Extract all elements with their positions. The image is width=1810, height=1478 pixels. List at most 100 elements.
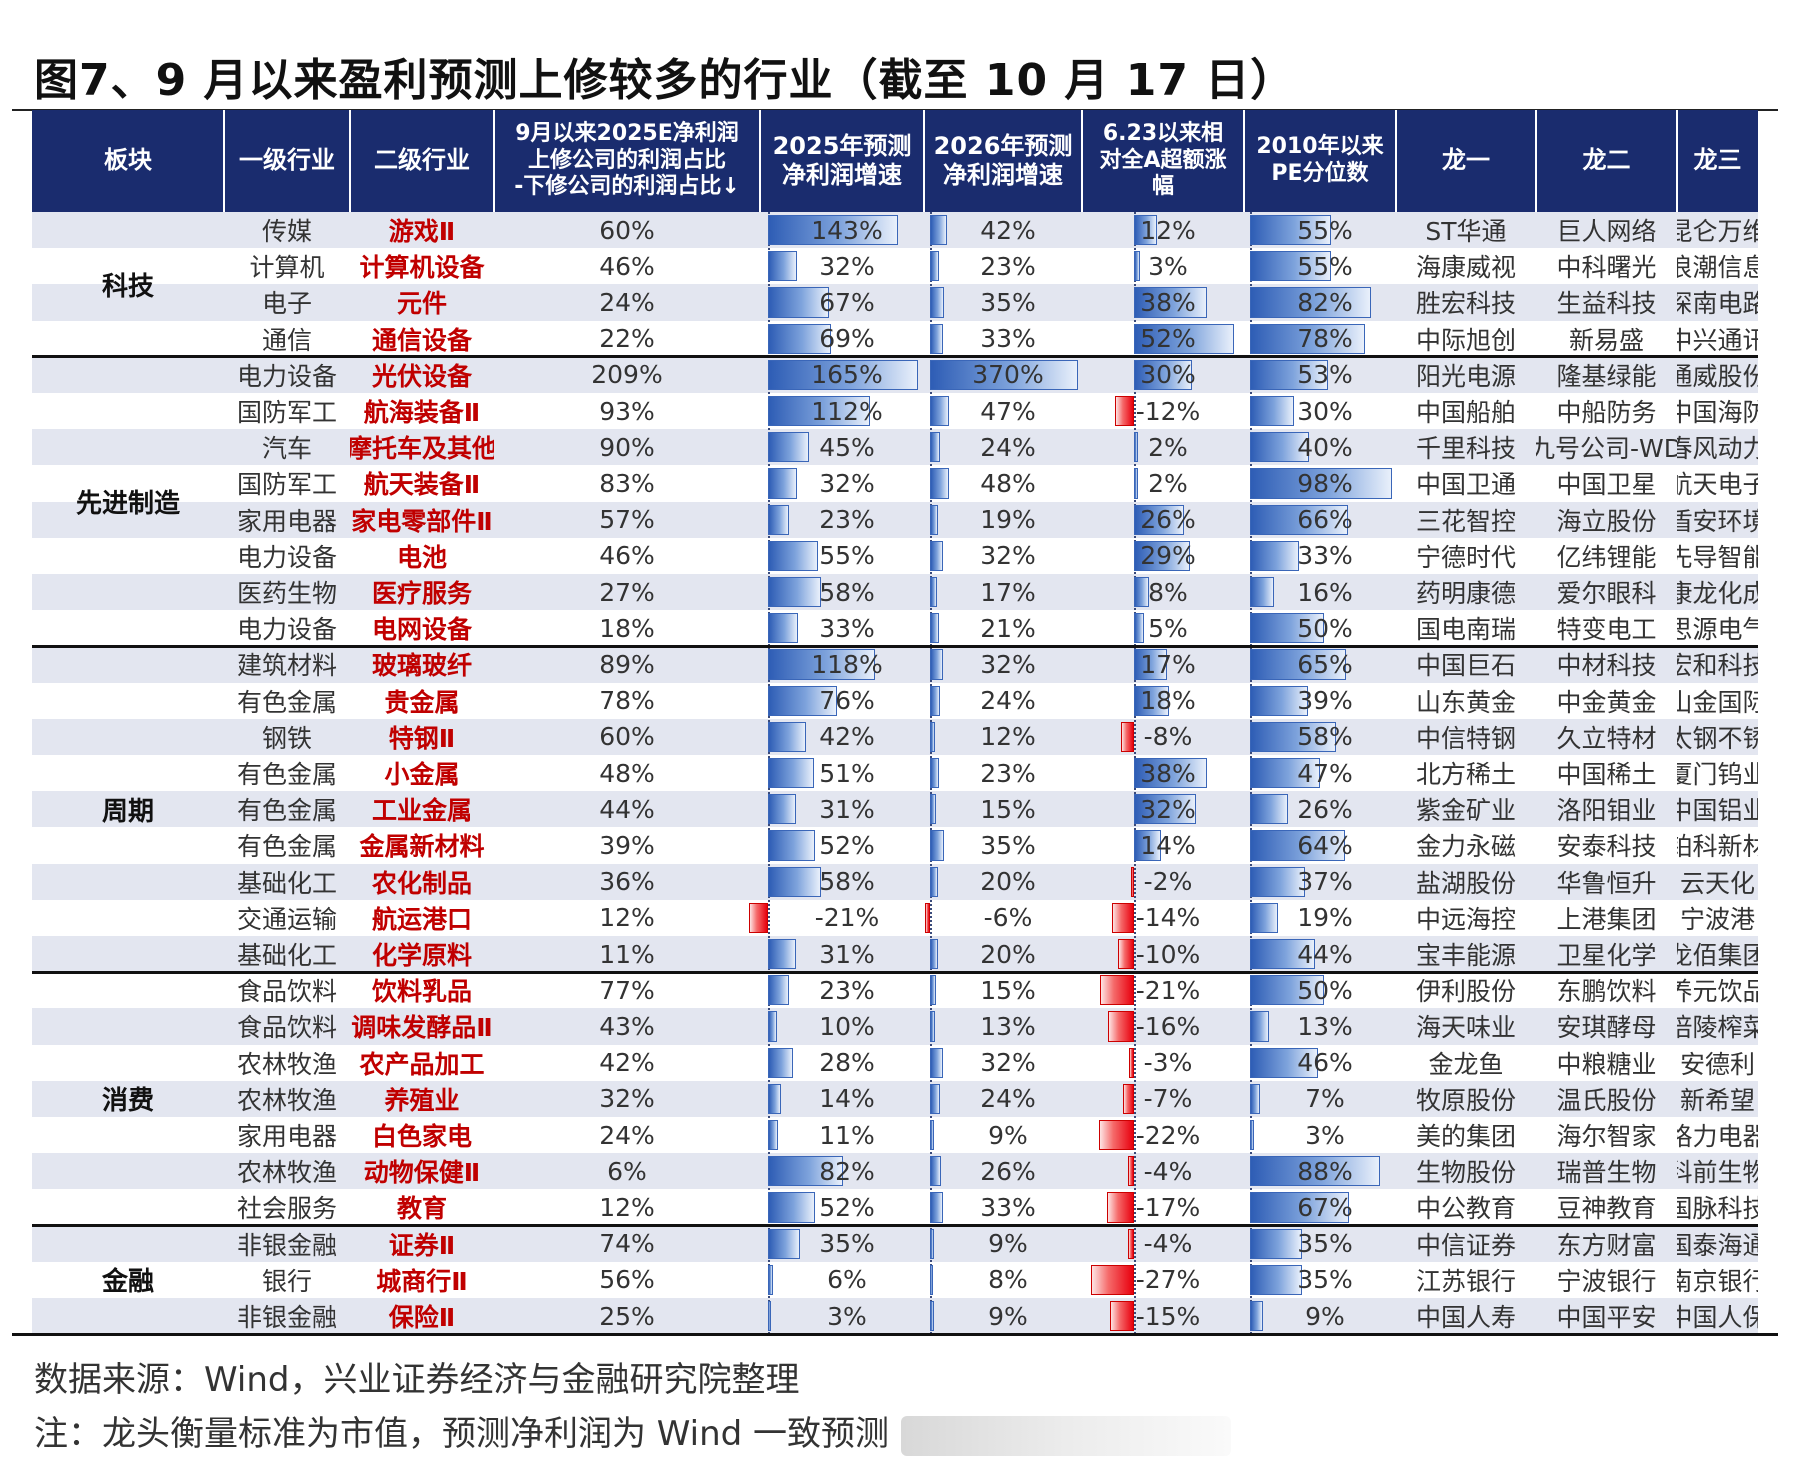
row-band (32, 1298, 1758, 1335)
bar-g2026 (930, 1083, 940, 1114)
leader-3: 宁波港 (1679, 904, 1755, 934)
leader-3: 国泰海通 (1677, 1230, 1758, 1260)
industry-level2: 动物保健Ⅱ (363, 1158, 481, 1188)
header-separator (223, 110, 225, 212)
value-label-g2026: 8% (988, 1265, 1028, 1295)
industry-level1: 电力设备 (236, 542, 337, 572)
bar-excess (1134, 577, 1150, 608)
sector-label: 周期 (101, 796, 154, 827)
bar-g2025 (768, 540, 818, 571)
revision-ratio: 12% (599, 1192, 655, 1222)
bar-pe (1250, 975, 1324, 1006)
footnote-text: 注：龙头衡量标准为市值，预测净利润为 Wind 一致预测 (34, 1414, 890, 1454)
leader-1: 宁德时代 (1415, 542, 1516, 572)
header-col-2: 二级行业 (350, 110, 494, 212)
leader-1: 中信证券 (1415, 1230, 1516, 1260)
value-label-g2025: 33% (819, 613, 875, 643)
header-col-10: 龙三 (1677, 110, 1758, 212)
bar-g2026 (924, 902, 930, 933)
bar-excess (1118, 939, 1134, 970)
industry-level1: 食品饮料 (236, 1013, 337, 1043)
leader-3: 浪潮信息 (1677, 253, 1758, 283)
value-label-g2025: 11% (819, 1120, 875, 1150)
header-col-8: 龙一 (1396, 110, 1536, 212)
value-label-g2025: 165% (811, 360, 883, 390)
header-separator (1243, 110, 1245, 212)
value-label-g2025: 82% (819, 1156, 875, 1186)
industry-level2: 教育 (396, 1194, 447, 1224)
leader-2: 生益科技 (1556, 289, 1657, 319)
leader-1: 中远海控 (1415, 904, 1516, 934)
value-label-g2025: 51% (819, 758, 875, 788)
bar-g2025 (768, 685, 838, 716)
industry-level2: 城商行Ⅱ (376, 1266, 468, 1296)
industry-level1: 食品饮料 (236, 977, 337, 1007)
value-label-excess: -4% (1143, 1156, 1193, 1186)
bar-excess (1114, 396, 1134, 427)
bar-pe (1250, 1264, 1302, 1295)
value-label-excess: -2% (1143, 867, 1193, 897)
bar-excess (1134, 613, 1144, 644)
value-label-pe: 7% (1305, 1084, 1345, 1114)
value-label-g2025: 52% (819, 830, 875, 860)
bar-g2026 (930, 830, 945, 861)
bar-excess (1134, 215, 1158, 246)
value-label-pe: 64% (1297, 830, 1353, 860)
bar-pe (1250, 1011, 1270, 1042)
value-label-excess: 38% (1140, 287, 1196, 317)
bar-g2025 (768, 1301, 771, 1332)
value-label-excess: -27% (1135, 1265, 1201, 1295)
value-label-g2026: 47% (980, 396, 1036, 426)
leader-1: 宝丰能源 (1415, 941, 1516, 971)
industry-level2: 金属新材料 (359, 832, 485, 862)
leader-1: 中国船舶 (1415, 398, 1516, 428)
leader-2: 亿纬锂能 (1556, 542, 1657, 572)
value-label-excess: -4% (1143, 1229, 1193, 1259)
row-band (32, 574, 1758, 611)
bar-excess (1134, 830, 1161, 861)
bar-excess (1134, 540, 1190, 571)
leader-1: ST华通 (1425, 217, 1507, 247)
industry-level2: 游戏Ⅱ (388, 217, 456, 247)
value-label-g2026: 19% (980, 505, 1036, 535)
leader-3: 安德利 (1679, 1049, 1755, 1079)
industry-level1: 基础化工 (236, 868, 337, 898)
bar-g2026 (930, 504, 938, 535)
bar-g2026 (930, 540, 943, 571)
value-label-g2026: 9% (988, 1120, 1028, 1150)
value-label-pe: 30% (1297, 396, 1353, 426)
group-separator (32, 1224, 1758, 1228)
bar-g2025 (768, 866, 821, 897)
bar-g2025 (768, 251, 798, 282)
leader-1: 山东黄金 (1415, 687, 1516, 717)
bar-pe (1250, 287, 1372, 318)
bar-excess (1106, 1192, 1134, 1223)
leader-1: 国电南瑞 (1415, 615, 1516, 645)
leader-3: 科前生物 (1677, 1158, 1758, 1188)
bar-g2025 (768, 1192, 816, 1223)
value-label-g2026: 32% (980, 1048, 1036, 1078)
value-label-g2026: 13% (980, 1011, 1036, 1041)
row-band (32, 429, 1758, 466)
value-label-g2025: 23% (819, 505, 875, 535)
bar-g2026 (930, 323, 944, 354)
bar-excess (1108, 1011, 1134, 1042)
bar-g2025 (768, 721, 807, 752)
leader-3: 格力电器 (1677, 1122, 1758, 1152)
bar-pe (1250, 1156, 1381, 1187)
bar-pe (1250, 758, 1320, 789)
revision-ratio: 89% (599, 649, 655, 679)
industry-level1: 国防军工 (236, 398, 337, 428)
value-label-g2026: 15% (980, 975, 1036, 1005)
industry-level1: 非银金融 (236, 1303, 337, 1333)
revision-ratio: 18% (599, 613, 655, 643)
sector-label: 金融 (101, 1267, 154, 1298)
leader-1: 中公教育 (1415, 1194, 1516, 1224)
bar-g2026 (930, 866, 939, 897)
industry-level2: 通信设备 (371, 325, 472, 355)
row-band (32, 1153, 1758, 1190)
industry-level1: 农林牧渔 (236, 1049, 337, 1079)
revision-ratio: 44% (599, 794, 655, 824)
value-label-g2026: 20% (980, 867, 1036, 897)
value-label-g2026: 21% (980, 613, 1036, 643)
